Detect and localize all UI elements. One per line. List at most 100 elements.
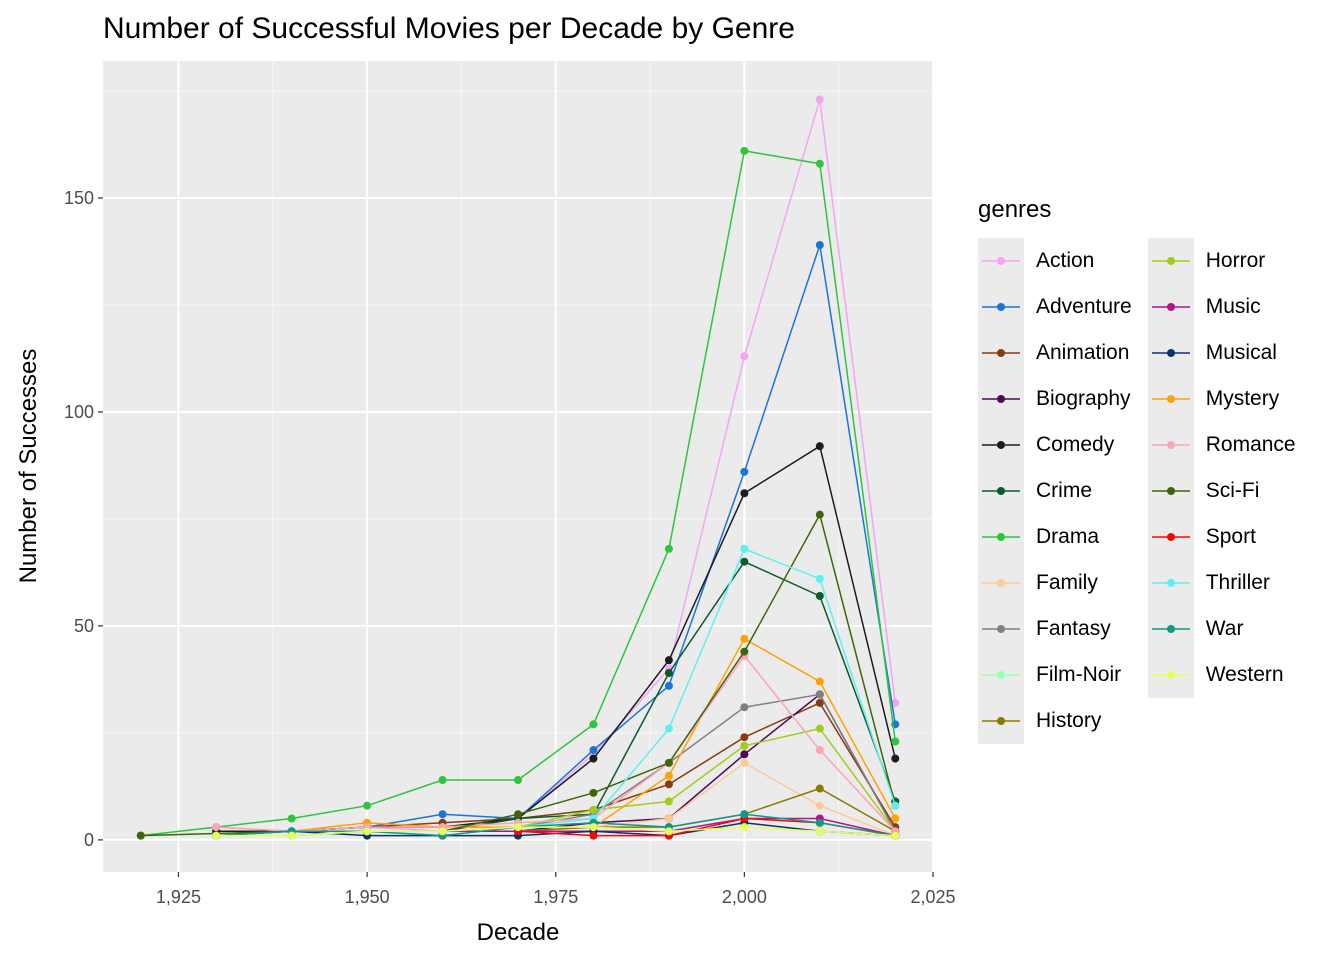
data-point-mystery xyxy=(891,814,900,823)
legend-item-romance: Romance xyxy=(1147,422,1296,468)
data-point-comedy xyxy=(589,754,598,763)
x-axis-title: Decade xyxy=(477,919,560,946)
data-point-war xyxy=(740,810,749,819)
series-line-western xyxy=(216,826,896,837)
legend-point-war xyxy=(1166,625,1175,633)
legend-key-history xyxy=(978,698,1024,744)
data-point-crime xyxy=(740,557,749,566)
legend-label-music: Music xyxy=(1205,295,1261,318)
legend-point-crime xyxy=(997,487,1005,495)
legend-point-mystery xyxy=(1166,395,1175,403)
data-point-war xyxy=(815,818,824,827)
data-point-western xyxy=(212,831,221,840)
legend-item-comedy: Comedy xyxy=(978,422,1132,468)
y-tick-label: 50 xyxy=(74,616,94,636)
data-point-action xyxy=(740,352,749,361)
data-point-mystery xyxy=(664,771,673,780)
legend-label-fantasy: Fantasy xyxy=(1036,617,1111,640)
data-point-sci-fi xyxy=(815,510,824,519)
legend-title: genres xyxy=(978,196,1052,223)
data-point-drama xyxy=(891,737,900,746)
legend-point-action xyxy=(997,257,1005,265)
legend-point-sci-fi xyxy=(1166,487,1175,495)
data-point-drama xyxy=(589,720,598,729)
data-point-mystery xyxy=(815,677,824,686)
legend-label-western: Western xyxy=(1205,663,1284,686)
legend-label-horror: Horror xyxy=(1205,249,1266,272)
legend-key-romance xyxy=(1147,422,1194,468)
legend-item-crime: Crime xyxy=(978,468,1132,514)
legend-item-music: Music xyxy=(1147,284,1296,330)
series-western xyxy=(212,823,900,840)
data-point-western xyxy=(891,831,900,840)
x-tick-label: 1,950 xyxy=(345,887,390,907)
data-point-biography xyxy=(740,750,749,759)
legend-key-sci-fi xyxy=(1147,468,1194,514)
data-point-adventure xyxy=(815,241,824,250)
data-point-adventure xyxy=(438,810,447,819)
data-point-drama xyxy=(514,775,522,784)
legend-item-adventure: Adventure xyxy=(978,284,1132,330)
data-point-sci-fi xyxy=(664,758,673,767)
legend-point-thriller xyxy=(1166,579,1175,587)
x-tick-label: 1,975 xyxy=(533,887,578,907)
legend-key-crime xyxy=(978,468,1024,514)
legend-point-comedy xyxy=(997,441,1005,449)
data-point-action xyxy=(891,698,900,707)
legend-label-crime: Crime xyxy=(1036,479,1092,502)
legend-column: Action Adventure Animation Biography Comedy C… xyxy=(978,238,1132,744)
legend-item-western: Western xyxy=(1147,652,1296,698)
legend-item-history: History xyxy=(978,698,1132,744)
data-point-romance xyxy=(212,823,221,832)
data-point-sci-fi xyxy=(740,647,749,656)
data-point-fantasy xyxy=(815,690,824,699)
legend-label-action: Action xyxy=(1036,249,1095,272)
legend-item-mystery: Mystery xyxy=(1147,376,1296,422)
data-point-thriller xyxy=(815,574,824,583)
legend-label-sport: Sport xyxy=(1205,525,1256,548)
legend-label-family: Family xyxy=(1036,571,1098,594)
legend-item-action: Action xyxy=(978,238,1132,284)
legend-point-adventure xyxy=(997,303,1005,311)
data-point-horror xyxy=(815,724,824,733)
legend-point-romance xyxy=(1166,441,1175,449)
data-point-family xyxy=(664,814,673,823)
legend-item-fantasy: Fantasy xyxy=(978,606,1132,652)
data-point-comedy xyxy=(740,489,749,498)
data-point-animation xyxy=(740,733,749,742)
legend-key-western xyxy=(1147,652,1194,698)
legend-key-adventure xyxy=(978,284,1024,330)
data-point-horror xyxy=(664,797,673,806)
legend-label-thriller: Thriller xyxy=(1205,571,1270,594)
legend-point-music xyxy=(1166,303,1175,311)
legend-key-war xyxy=(1147,606,1194,652)
legend-label-war: War xyxy=(1205,617,1244,640)
legend-key-family xyxy=(978,560,1024,606)
legend-label-animation: Animation xyxy=(1036,341,1130,364)
legend-point-western xyxy=(1166,671,1175,679)
data-point-thriller xyxy=(664,724,673,733)
data-point-romance xyxy=(815,746,824,755)
data-point-comedy xyxy=(815,442,824,451)
legend: genres Action Adventure Animation Biography… xyxy=(978,196,1312,744)
x-tick-label: 1,925 xyxy=(156,887,201,907)
legend-key-film-noir xyxy=(978,652,1024,698)
legend-label-drama: Drama xyxy=(1036,525,1100,548)
legend-label-adventure: Adventure xyxy=(1036,295,1132,318)
legend-label-romance: Romance xyxy=(1205,433,1296,456)
data-point-animation xyxy=(664,780,673,789)
legend-key-horror xyxy=(1147,238,1194,284)
legend-key-musical xyxy=(1147,330,1194,376)
y-tick-label: 0 xyxy=(84,830,94,850)
plot-panel xyxy=(103,61,933,872)
legend-key-comedy xyxy=(978,422,1024,468)
data-point-thriller xyxy=(740,544,749,553)
data-point-animation xyxy=(815,698,824,707)
data-point-sci-fi xyxy=(514,810,522,819)
legend-point-horror xyxy=(1166,257,1175,265)
data-point-drama xyxy=(815,159,824,168)
legend-column: Horror Music Musical Mystery Romance Sci-Fi Sp… xyxy=(1147,238,1296,744)
legend-point-history xyxy=(997,717,1005,725)
legend-item-horror: Horror xyxy=(1147,238,1296,284)
data-point-western xyxy=(363,827,372,836)
